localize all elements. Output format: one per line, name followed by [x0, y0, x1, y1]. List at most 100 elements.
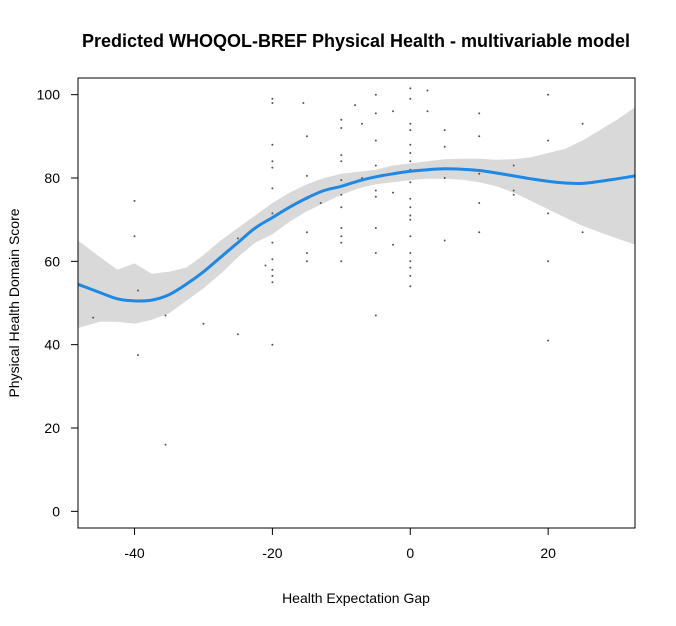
y-axis: 0 20 40 60 80 100	[37, 87, 78, 519]
y-tick-label: 40	[44, 337, 60, 353]
data-point	[512, 189, 515, 192]
data-point	[409, 235, 412, 238]
data-point	[202, 322, 205, 325]
data-point	[340, 118, 343, 121]
data-point	[164, 443, 167, 446]
data-point	[340, 179, 343, 182]
fit-line	[77, 167, 636, 303]
data-point	[443, 145, 446, 148]
x-axis: -40 -20 0 20	[124, 528, 556, 561]
data-point	[374, 139, 377, 142]
data-point	[409, 197, 412, 200]
data-point	[581, 122, 584, 125]
data-point	[305, 260, 308, 263]
data-point	[547, 260, 550, 263]
data-point	[271, 241, 274, 244]
data-point	[354, 104, 357, 107]
y-tick-label: 100	[37, 87, 61, 103]
data-point	[340, 127, 343, 129]
data-point	[409, 143, 412, 146]
data-point	[547, 139, 550, 142]
data-point	[340, 235, 343, 238]
y-tick-label: 60	[44, 253, 60, 269]
data-point	[374, 252, 377, 254]
data-point	[305, 135, 308, 138]
y-tick-label: 0	[52, 503, 60, 519]
data-point	[271, 160, 274, 163]
data-point	[340, 154, 343, 157]
data-point	[340, 160, 343, 163]
data-point	[340, 206, 343, 209]
data-point	[409, 160, 412, 163]
data-point	[271, 343, 274, 346]
data-point	[478, 202, 481, 204]
data-point	[374, 189, 377, 192]
data-point	[340, 241, 343, 244]
data-point	[512, 193, 515, 196]
data-point	[340, 193, 343, 196]
data-point	[426, 110, 429, 113]
data-point	[426, 89, 429, 92]
data-point	[133, 199, 136, 202]
data-point	[392, 110, 394, 113]
y-tick-label: 20	[44, 420, 60, 436]
data-point	[547, 339, 550, 342]
data-point	[137, 354, 139, 357]
data-point	[305, 231, 308, 234]
data-point	[271, 268, 274, 271]
data-point	[361, 122, 363, 125]
data-point	[409, 218, 412, 221]
data-point	[478, 172, 481, 175]
data-point	[340, 260, 343, 263]
data-point	[374, 195, 377, 198]
x-tick-label: -20	[262, 545, 282, 561]
data-point	[478, 112, 481, 115]
data-point	[374, 93, 377, 96]
data-point	[271, 281, 274, 284]
x-axis-label: Health Expectation Gap	[282, 590, 430, 606]
data-point	[271, 102, 274, 104]
data-point	[409, 285, 412, 288]
data-point	[409, 181, 412, 184]
data-point	[547, 212, 550, 215]
data-point	[164, 314, 167, 317]
data-point	[512, 164, 515, 167]
data-point	[409, 260, 412, 263]
y-axis-label: Physical Health Domain Score	[6, 208, 22, 397]
plot-frame	[77, 77, 636, 529]
data-point	[264, 264, 267, 267]
data-point	[409, 97, 412, 100]
data-point	[409, 206, 412, 209]
data-point	[271, 187, 274, 190]
plot-area	[77, 77, 636, 529]
data-point	[305, 252, 308, 254]
x-tick-label: 0	[406, 545, 414, 561]
data-point	[271, 212, 274, 215]
data-point	[443, 239, 446, 242]
x-tick-label: -40	[124, 545, 144, 561]
confidence-band	[78, 107, 635, 328]
data-point	[236, 333, 239, 336]
data-point	[478, 135, 481, 138]
data-point	[409, 252, 412, 254]
data-point	[443, 177, 446, 179]
scatter-points	[92, 87, 584, 446]
data-point	[137, 289, 139, 292]
chart-title: Predicted WHOQOL-BREF Physical Health - …	[82, 31, 630, 51]
data-point	[409, 214, 412, 217]
data-point	[374, 164, 377, 167]
data-point	[271, 258, 274, 261]
data-point	[478, 231, 481, 234]
data-point	[305, 174, 308, 177]
data-point	[271, 143, 274, 146]
data-point	[374, 314, 377, 317]
data-point	[302, 102, 305, 104]
data-point	[271, 166, 274, 169]
data-point	[236, 237, 239, 240]
data-point	[374, 227, 377, 229]
data-point	[271, 97, 274, 100]
data-point	[409, 266, 412, 269]
data-point	[271, 274, 274, 277]
data-point	[409, 87, 412, 90]
